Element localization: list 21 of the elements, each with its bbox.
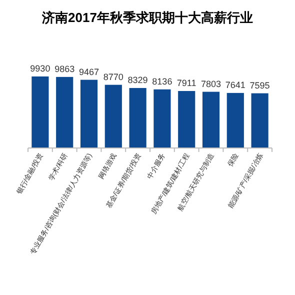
bar	[154, 89, 171, 148]
bar	[80, 80, 98, 148]
bar	[32, 76, 49, 148]
bar	[56, 76, 74, 148]
data-label: 8329	[128, 74, 148, 85]
data-label: 9863	[54, 64, 75, 74]
data-label: 9930	[30, 63, 50, 74]
bar	[104, 84, 122, 148]
data-label: 7595	[250, 80, 270, 90]
bar	[202, 92, 220, 148]
data-label: 8136	[152, 76, 172, 86]
data-label: 7803	[200, 78, 222, 89]
bar	[129, 88, 146, 148]
chart-title: 济南2017年秋季求职期十大高薪行业	[41, 10, 253, 25]
bar	[178, 91, 196, 148]
data-label: 7911	[176, 78, 196, 88]
data-label: 7641	[225, 80, 246, 90]
bar	[251, 93, 268, 148]
bar	[226, 92, 244, 148]
data-label: 9467	[78, 66, 100, 77]
data-label: 8770	[103, 72, 124, 82]
